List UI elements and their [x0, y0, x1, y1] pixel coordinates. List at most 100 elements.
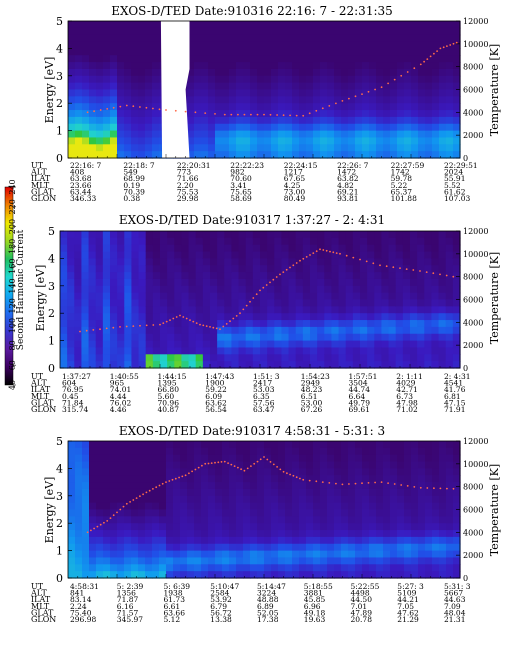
spectrogram-cell — [67, 306, 75, 314]
spectrogram-cell — [152, 55, 160, 63]
temperature-tick-label: 12000 — [463, 227, 488, 236]
spectrogram-cell — [327, 441, 335, 449]
spectrogram-cell — [68, 62, 76, 70]
spectrogram-cell — [103, 461, 111, 469]
spectrogram-cell — [355, 495, 363, 504]
spectrogram-cell — [341, 564, 349, 572]
spectrogram-cell — [446, 68, 454, 77]
spectrogram-cell — [231, 354, 240, 362]
temperature-point — [174, 477, 177, 480]
spectrogram-cell — [306, 530, 314, 538]
spectrogram-cell — [188, 361, 197, 369]
spectrogram-cell — [229, 536, 237, 545]
spectrogram-cell — [425, 475, 433, 483]
orbit-cell: 47.62 — [397, 608, 419, 617]
spectrogram-cell — [215, 96, 223, 104]
orbit-row-label: UT — [31, 161, 44, 170]
temperature-point — [99, 109, 102, 111]
spectrogram-cell — [369, 550, 377, 559]
spectrogram-cell — [439, 509, 447, 517]
spectrogram-cell — [110, 516, 118, 524]
spectrogram-cell — [194, 454, 202, 463]
spectrogram-cell — [362, 144, 370, 152]
orbit-cell: 47.98 — [396, 398, 418, 407]
spectrogram-cell — [103, 557, 111, 565]
spectrogram-cell — [355, 468, 363, 476]
spectrogram-cell — [383, 48, 391, 56]
spectrogram-cell — [215, 564, 223, 572]
spectrogram-cell — [341, 523, 349, 531]
spectrogram-cell — [369, 523, 377, 531]
spectrogram-cell — [243, 571, 251, 579]
spectrogram-cell — [231, 244, 240, 253]
spectrogram-cell — [75, 103, 83, 111]
spectrogram-cell — [67, 251, 75, 259]
orbit-cell: 59.22 — [205, 385, 227, 394]
spectrogram-cell — [260, 320, 268, 328]
spectrogram-cell — [187, 48, 195, 56]
spectrogram-cell — [285, 536, 293, 545]
spectrogram-cell — [68, 509, 76, 517]
spectrogram-cell — [397, 571, 405, 579]
spectrogram-cell — [145, 251, 154, 259]
spectrogram-cell — [374, 278, 383, 287]
spectrogram-cell — [74, 340, 83, 349]
spectrogram-cell — [131, 265, 140, 273]
spectrogram-cell — [60, 326, 68, 335]
spectrogram-cell — [181, 340, 190, 349]
spectrogram-cell — [145, 536, 153, 545]
spectrogram-cell — [250, 557, 258, 565]
spectrogram-cell — [327, 564, 335, 572]
spectrogram-cell — [446, 89, 454, 97]
spectrogram-cell — [438, 313, 447, 321]
spectrogram-cell — [331, 244, 340, 253]
spectrogram-cell — [89, 447, 97, 456]
spectrogram-cell — [229, 144, 237, 152]
spectrogram-cell — [274, 272, 283, 280]
temperature-tick-label: 12000 — [463, 437, 488, 446]
spectrogram-cell — [89, 468, 97, 476]
spectrogram-cell — [181, 313, 190, 321]
spectrogram-cell — [453, 41, 461, 49]
spectrogram-cell — [82, 89, 90, 97]
temperature-point — [197, 466, 200, 469]
spectrogram-cell — [327, 571, 335, 579]
spectrogram-cell — [383, 75, 391, 84]
spectrogram-cell — [310, 258, 318, 266]
spectrogram-cell — [424, 278, 433, 287]
spectrogram-cell — [397, 151, 405, 159]
spectrogram-cell — [355, 110, 363, 118]
spectrogram-cell — [167, 306, 175, 314]
orbit-row-label: ILAT — [31, 385, 51, 394]
temperature-point — [174, 109, 177, 112]
orbit-cell: 5:10:47 — [210, 582, 239, 591]
spectrogram-cell — [152, 488, 160, 497]
spectrogram-cell — [417, 258, 425, 266]
spectrogram-cell — [360, 340, 368, 349]
spectrogram-cell — [320, 536, 328, 545]
spectrogram-cell — [292, 137, 300, 145]
spectrogram-cell — [299, 41, 307, 49]
spectrogram-cell — [131, 137, 139, 145]
spectrogram-cell — [110, 361, 118, 369]
spectrogram-cell — [390, 557, 398, 565]
spectrogram-cell — [231, 299, 240, 307]
spectrogram-cell — [138, 75, 146, 84]
spectrogram-cell — [438, 306, 447, 314]
spectrogram-cell — [334, 75, 342, 84]
spectrogram-cell — [402, 340, 411, 349]
spectrogram-cell — [352, 251, 361, 259]
spectrogram-cell — [383, 103, 391, 111]
spectrogram-cell — [166, 536, 174, 545]
spectrogram-cell — [438, 258, 447, 266]
spectrogram-cell — [439, 530, 447, 538]
spectrogram-cell — [245, 278, 254, 287]
spectrogram-cell — [215, 144, 223, 152]
spectrogram-cell — [411, 48, 419, 56]
spectrogram-cell — [201, 564, 209, 572]
temperature-point — [125, 104, 128, 107]
spectrogram-cell — [181, 354, 190, 362]
spectrogram-cell — [453, 550, 461, 559]
